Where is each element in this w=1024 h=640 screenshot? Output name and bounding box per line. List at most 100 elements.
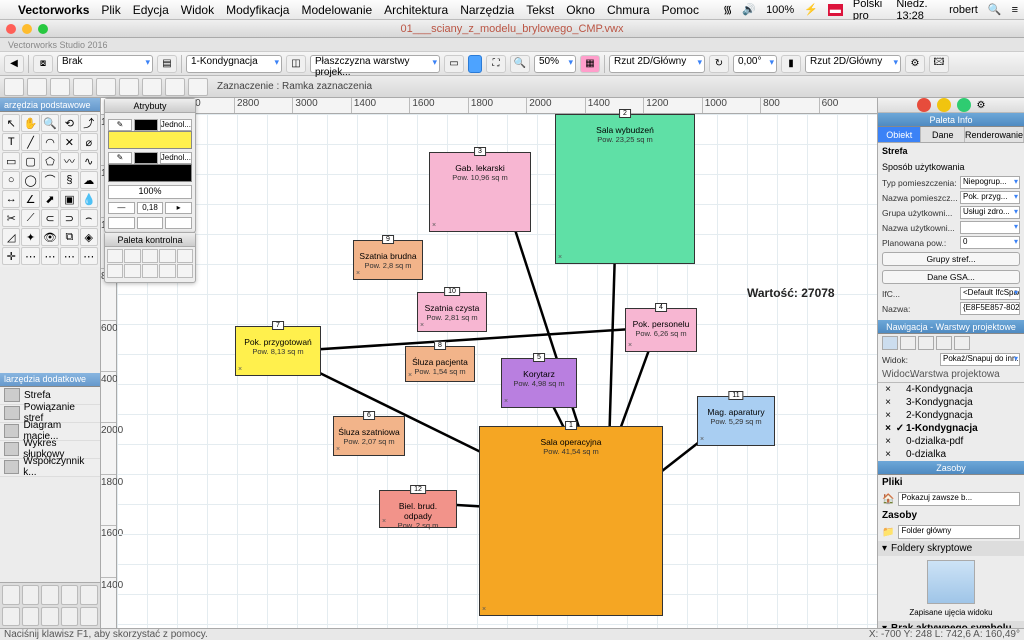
grid-icon[interactable]: ▦ — [580, 55, 600, 73]
zoom-field[interactable]: 50% — [534, 55, 576, 73]
cloud-tool-icon[interactable]: ☁ — [80, 171, 98, 189]
attributes-palette[interactable]: Atrybuty ✎Jednol... ✎Jednol... 100% —0,1… — [104, 98, 196, 233]
line-tool-icon[interactable]: ╱ — [21, 133, 39, 151]
fill-swatch-icon[interactable] — [134, 119, 158, 131]
tab-renderowanie[interactable]: Renderowanie — [965, 127, 1024, 142]
user-name[interactable]: robert — [949, 4, 978, 16]
mode-btn-6[interactable] — [119, 78, 139, 96]
spotlight-icon[interactable]: 🔍 — [988, 3, 1002, 16]
layer-vis-icon[interactable]: × — [882, 449, 894, 460]
join-tool-icon[interactable]: ⊃ — [60, 209, 78, 227]
walkthrough-tool-icon[interactable]: ⤴ — [80, 114, 98, 132]
layer-icon[interactable]: ▤ — [157, 55, 177, 73]
snap-6-icon[interactable] — [2, 607, 20, 627]
room-space[interactable]: 7Pok. przygotowańPow. 8,13 sq m× — [235, 326, 321, 376]
selection-tool-icon[interactable]: ↖ — [2, 114, 20, 132]
room-space[interactable]: 4Pok. personeluPow. 6,26 sq m× — [625, 308, 697, 352]
connect-tool-icon[interactable]: ⊂ — [41, 209, 59, 227]
flag-icon[interactable]: ▬ — [828, 4, 843, 16]
grupy-stref-button[interactable]: Grupy stref... — [882, 252, 1020, 266]
ellipse-tool-icon[interactable]: ◯ — [21, 171, 39, 189]
text-tool-icon[interactable]: T — [2, 133, 20, 151]
window-minimize-button[interactable] — [22, 24, 32, 34]
zoom-tool-icon[interactable]: 🔍 — [41, 114, 59, 132]
line-type[interactable]: Jednol... — [160, 152, 192, 164]
tab-dane[interactable]: Dane — [921, 127, 964, 142]
opacity-field[interactable]: 100% — [108, 185, 192, 199]
bookmark-icon[interactable]: 🖾 — [929, 55, 949, 73]
fill-tool-icon[interactable]: ▣ — [60, 190, 78, 208]
symbol-tool-icon[interactable]: ◈ — [80, 228, 98, 246]
folder-icon[interactable]: 📁 — [882, 527, 894, 538]
snap-9-icon[interactable] — [61, 607, 79, 627]
addl-wspolczynnik[interactable]: Współczynnik k... — [0, 459, 100, 477]
saved-view-thumbnail[interactable] — [927, 560, 975, 604]
nav-back-icon[interactable]: ◀ — [4, 55, 24, 73]
trim-tool-icon[interactable]: ⟋ — [21, 209, 39, 227]
ifc-value[interactable]: <Default IfcSpace> — [960, 287, 1020, 300]
attr-tool-icon[interactable]: ✦ — [21, 228, 39, 246]
gear-icon[interactable]: ⚙ — [905, 55, 925, 73]
mode-btn-3[interactable] — [50, 78, 70, 96]
layer-row[interactable]: ×0-dzialka-pdf — [878, 435, 1024, 448]
layer-vis-icon[interactable]: × — [882, 397, 894, 408]
nav-icon-5[interactable] — [954, 336, 970, 350]
pokaz-select[interactable]: Pokazuj zawsze b... — [898, 492, 1020, 506]
endcap-icon[interactable]: ▸ — [165, 202, 192, 214]
more-tool-icon[interactable]: ⋯ — [21, 247, 39, 265]
menu-narzedzia[interactable]: Narzędzia — [460, 3, 514, 17]
mode-btn-9[interactable] — [188, 78, 208, 96]
doc-icon[interactable]: ▭ — [444, 55, 464, 73]
mirror-tool-icon[interactable]: ✕ — [60, 133, 78, 151]
menu-widok[interactable]: Widok — [181, 3, 214, 17]
line-swatch-icon[interactable] — [134, 152, 158, 164]
snap-5-icon[interactable] — [80, 585, 98, 605]
split-tool-icon[interactable]: ✂ — [2, 209, 20, 227]
layer-row[interactable]: ×3-Kondygnacja — [878, 396, 1024, 409]
render-icon[interactable]: ▮ — [781, 55, 801, 73]
angle-tool-icon[interactable]: ∠ — [21, 190, 39, 208]
plane-select[interactable]: Płaszczyzna warstwy projek... — [310, 55, 440, 73]
snap-8-icon[interactable] — [41, 607, 59, 627]
ctrl-3-icon[interactable] — [142, 249, 158, 263]
room-space[interactable]: 1Sala operacyjnaPow. 41,54 sq m× — [479, 426, 663, 616]
arc2-tool-icon[interactable]: ⌒ — [41, 171, 59, 189]
attr-btn-2[interactable] — [137, 217, 164, 229]
pan-tool-icon[interactable]: ✋ — [21, 114, 39, 132]
mode-btn-4[interactable] — [73, 78, 93, 96]
room-space[interactable]: 10Szatnia czystaPow. 2,81 sq m× — [417, 292, 487, 332]
locus-tool-icon[interactable]: ✛ — [2, 247, 20, 265]
fill-color-swatch[interactable] — [108, 131, 192, 149]
rect-tool-icon[interactable]: ▭ — [2, 152, 20, 170]
ctrl-6-icon[interactable] — [107, 264, 123, 278]
prop-value[interactable]: Pok. przyg... — [960, 191, 1020, 204]
line-pen-icon[interactable]: ✎ — [108, 152, 132, 164]
menu-architektura[interactable]: Architektura — [384, 3, 448, 17]
flyover-tool-icon[interactable]: ⟲ — [60, 114, 78, 132]
indicator-red-icon[interactable] — [917, 98, 931, 112]
wifi-icon[interactable]: ᯾ — [723, 2, 732, 17]
prop-value[interactable]: Niepogrup... — [960, 176, 1020, 189]
drawing-canvas[interactable]: 2400260028003000140016001800200014001200… — [100, 98, 878, 628]
layer-row[interactable]: ×0-dzialka — [878, 448, 1024, 461]
clip-tool-icon[interactable]: ⧉ — [60, 228, 78, 246]
mode-btn-8[interactable] — [165, 78, 185, 96]
polyline-tool-icon[interactable]: 〰 — [60, 152, 78, 170]
ctrl-5-icon[interactable] — [177, 249, 193, 263]
room-space[interactable]: 9Szatnia brudnaPow. 2,8 sq m× — [353, 240, 423, 280]
fill-type[interactable]: Jednol... — [160, 119, 192, 131]
ctrl-2-icon[interactable] — [124, 249, 140, 263]
menu-edycja[interactable]: Edycja — [133, 3, 169, 17]
more-tool-icon-4[interactable]: ⋯ — [80, 247, 98, 265]
layer-select[interactable]: 1-Kondygnacja — [186, 55, 282, 73]
snap-2-icon[interactable] — [22, 585, 40, 605]
indicator-settings-icon[interactable]: ⚙ — [977, 100, 986, 111]
snap-7-icon[interactable] — [22, 607, 40, 627]
mode-btn-7[interactable] — [142, 78, 162, 96]
folder-select[interactable]: Folder główny — [898, 525, 1020, 539]
fillet-tool-icon[interactable]: ⌢ — [80, 209, 98, 227]
mode-btn-2[interactable] — [27, 78, 47, 96]
prop-value[interactable] — [960, 221, 1020, 234]
mode-btn-5[interactable] — [96, 78, 116, 96]
indicator-yellow-icon[interactable] — [937, 98, 951, 112]
